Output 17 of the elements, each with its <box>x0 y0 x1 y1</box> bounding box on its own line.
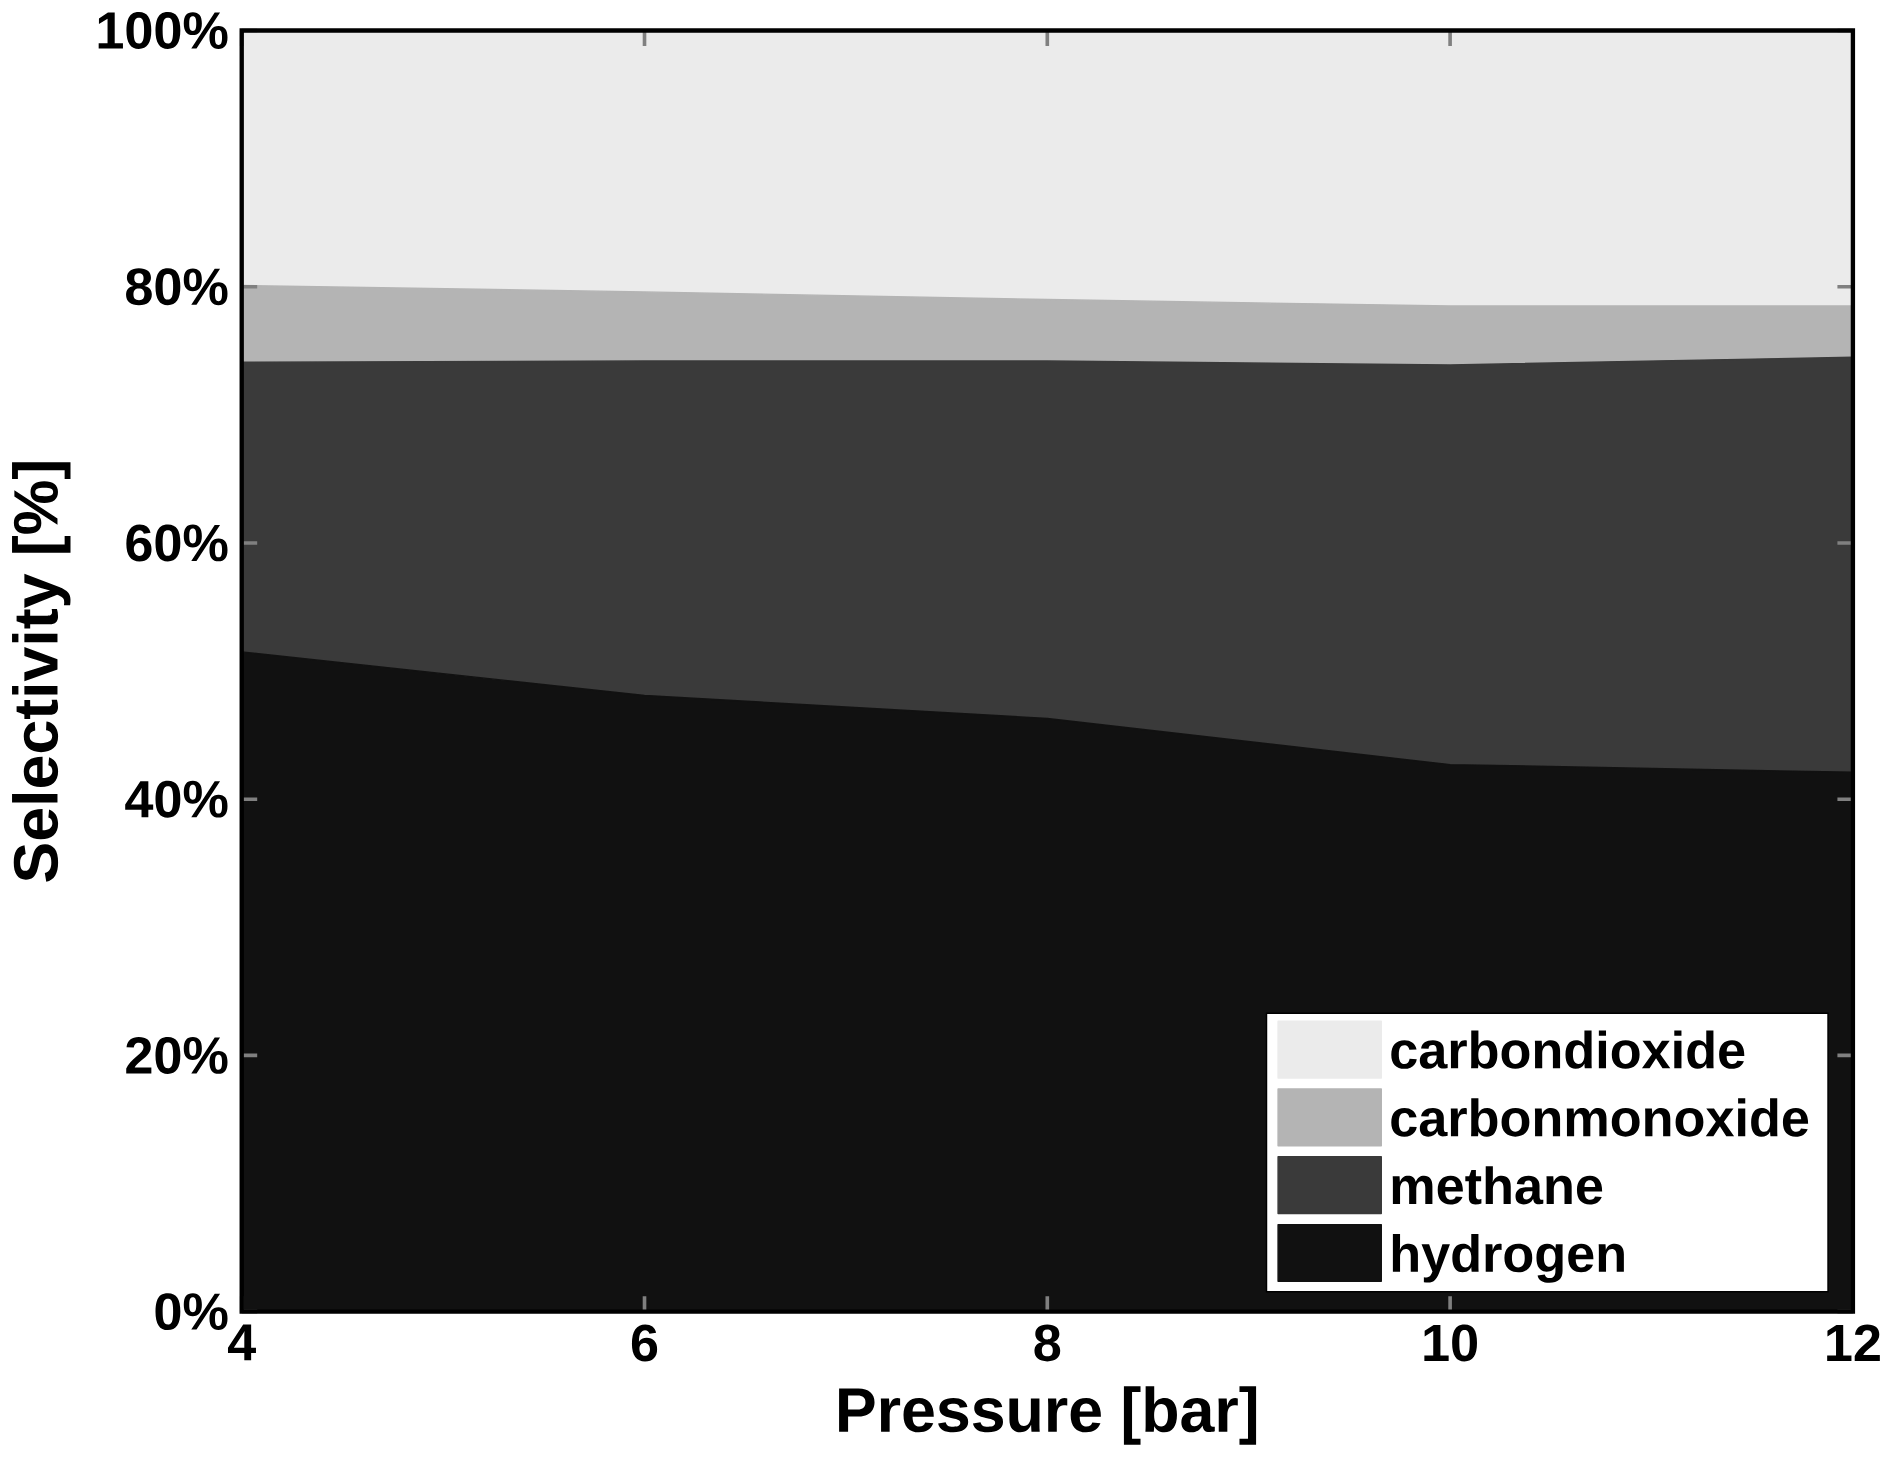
x-tick-label: 6 <box>631 1324 658 1362</box>
y-tick-label: 60% <box>126 524 228 562</box>
legend-label: carbonmonoxide <box>1391 1098 1809 1137</box>
y-tick-label: 20% <box>126 1037 228 1075</box>
y-tick-label: 80% <box>126 268 228 306</box>
legend-label: carbondioxide <box>1391 1030 1745 1069</box>
x-tick-label: 10 <box>1424 1324 1477 1362</box>
x-tick-label: 4 <box>227 1324 256 1361</box>
legend-label: methane <box>1392 1166 1603 1205</box>
y-tick-label: 0% <box>155 1293 228 1331</box>
y-tick-label: 100% <box>98 12 228 50</box>
y-tick-label: 40% <box>125 780 228 818</box>
y-axis-title: Selectivity [%] <box>12 462 71 882</box>
x-tick-label: 12 <box>1827 1324 1880 1362</box>
legend-label: hydrogen <box>1392 1234 1624 1283</box>
x-tick-label: 8 <box>1034 1324 1061 1362</box>
x-axis-title: Pressure [bar] <box>839 1386 1257 1445</box>
